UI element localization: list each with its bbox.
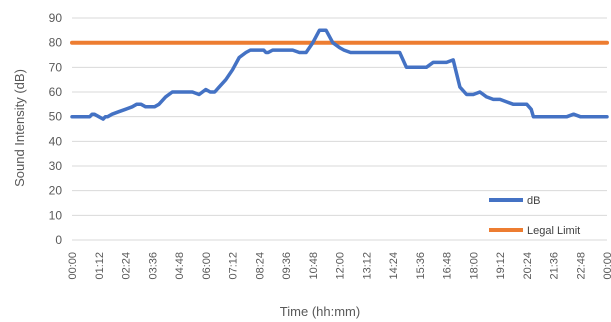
legend: dB Legal Limit <box>489 195 580 237</box>
x-tick-label: 00:00 <box>602 252 611 280</box>
x-tick-label: 02:24 <box>121 252 133 280</box>
x-tick-label: 07:12 <box>228 252 240 280</box>
x-tick-label: 12:00 <box>335 252 347 280</box>
x-tick-label: 20:24 <box>522 252 534 280</box>
x-tick-label: 22:48 <box>575 252 587 280</box>
y-tick-label: 40 <box>49 134 63 148</box>
y-tick-label: 80 <box>49 36 63 50</box>
y-axis-ticks: 0 10 20 30 40 50 60 70 80 90 <box>49 11 63 247</box>
x-tick-label: 15:36 <box>415 252 427 280</box>
x-tick-label: 16:48 <box>442 252 454 280</box>
x-tick-label: 13:12 <box>361 252 373 280</box>
x-tick-label: 14:24 <box>388 252 400 280</box>
x-tick-label: 00:00 <box>67 252 79 280</box>
y-tick-label: 30 <box>49 159 63 173</box>
x-axis-ticks: 00:00 01:12 02:24 03:36 04:48 06:00 07:12 08:24… <box>67 252 611 280</box>
x-tick-label: 04:48 <box>174 252 186 280</box>
legend-label: Legal Limit <box>527 225 580 237</box>
y-tick-label: 10 <box>49 208 63 222</box>
series-line-db <box>70 28 609 121</box>
x-tick-label: 01:12 <box>94 252 106 280</box>
y-tick-label: 0 <box>55 233 62 247</box>
y-tick-label: 50 <box>49 110 63 124</box>
y-tick-label: 60 <box>49 85 63 99</box>
x-tick-label: 21:36 <box>549 252 561 280</box>
y-axis-title: Sound Intensity (dB) <box>12 69 27 187</box>
x-tick-label: 03:36 <box>147 252 159 280</box>
x-tick-label: 10:48 <box>308 252 320 280</box>
y-tick-label: 20 <box>49 184 63 198</box>
x-tick-label: 09:36 <box>281 252 293 280</box>
x-tick-label: 06:00 <box>201 252 213 280</box>
x-tick-label: 18:00 <box>468 252 480 280</box>
y-tick-label: 90 <box>49 11 63 25</box>
legend-label: dB <box>527 195 540 207</box>
x-tick-label: 19:12 <box>495 252 507 280</box>
x-tick-label: 08:24 <box>254 252 266 280</box>
x-axis-title: Time (hh:mm) <box>280 304 360 319</box>
y-tick-label: 70 <box>49 60 63 74</box>
series-lines <box>70 28 609 121</box>
